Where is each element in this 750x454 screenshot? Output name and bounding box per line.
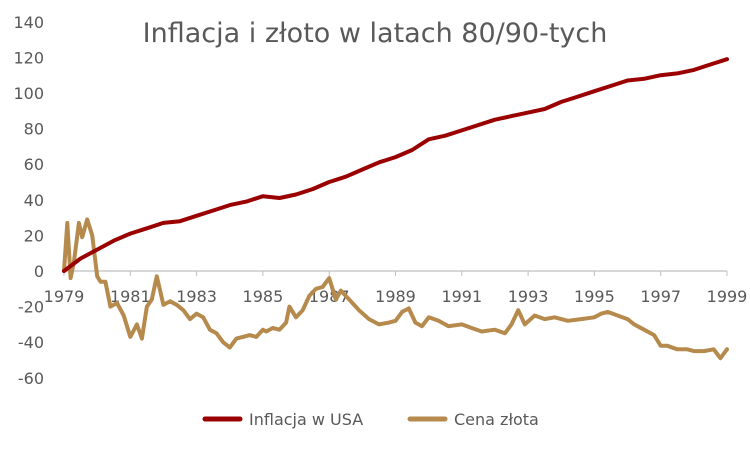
x-tick-label: 1993 <box>508 287 549 306</box>
x-tick-label: 1981 <box>110 287 151 306</box>
x-tick-label: 1997 <box>640 287 681 306</box>
y-tick-label: 80 <box>24 120 44 139</box>
x-tick-label: 1989 <box>375 287 416 306</box>
x-tick-label: 1995 <box>574 287 615 306</box>
legend: Inflacja w USA Cena złota <box>202 410 539 429</box>
y-tick-label: 100 <box>13 84 44 103</box>
legend-label-gold: Cena złota <box>454 410 539 429</box>
y-tick-label: 40 <box>24 191 44 210</box>
x-tick-label: 1991 <box>441 287 482 306</box>
x-tick-label: 1983 <box>176 287 217 306</box>
y-tick-label: 140 <box>13 13 44 32</box>
series-line-inflation <box>62 57 729 273</box>
y-tick-label: -60 <box>18 369 44 388</box>
y-tick-label: 120 <box>13 48 44 67</box>
plot-area <box>62 57 729 361</box>
y-axis: 140 120 100 80 60 40 20 0 -20 -40 -60 <box>13 13 44 388</box>
x-tick-label: 1985 <box>243 287 284 306</box>
y-tick-label: -40 <box>18 333 44 352</box>
y-tick-label: 60 <box>24 155 44 174</box>
chart-title: Inflacja i złoto w latach 80/90-tych <box>143 18 608 49</box>
y-tick-label: 0 <box>34 262 44 281</box>
legend-label-inflation: Inflacja w USA <box>249 410 363 429</box>
series-line-gold <box>62 217 729 361</box>
y-tick-label: -20 <box>18 298 44 317</box>
x-tick-label: 1999 <box>707 287 748 306</box>
y-tick-label: 20 <box>24 226 44 245</box>
x-tick-label: 1979 <box>44 287 85 306</box>
